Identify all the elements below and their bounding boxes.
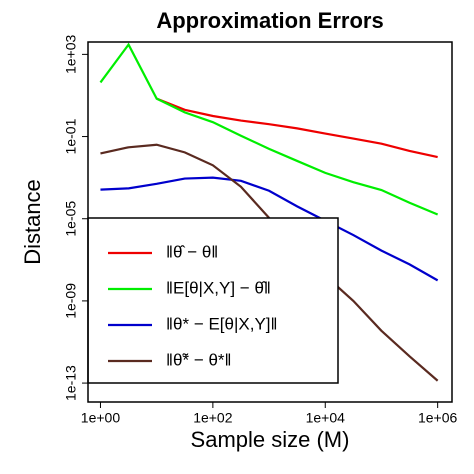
- chart-title: Approximation Errors: [156, 8, 383, 33]
- legend-label: ‖θ* − E[θ|X,Y]‖: [166, 314, 278, 333]
- x-tick-label: 1e+06: [418, 410, 458, 426]
- y-tick-label: 1e-09: [63, 283, 79, 319]
- y-tick-label: 1e-13: [63, 365, 79, 401]
- legend-label: ‖θ̂ − θ‖: [166, 242, 218, 261]
- y-axis-title: Distance: [20, 179, 45, 265]
- x-tick-label: 1e+02: [193, 410, 233, 426]
- x-tick-label: 1e+04: [306, 410, 346, 426]
- series-line: [156, 97, 438, 159]
- series-line: [99, 42, 439, 216]
- legend: ‖θ̂ − θ‖ ‖E[θ|X,Y] − θ̂‖ ‖θ* − E[θ|X,Y]‖ ‖θ…: [87, 217, 339, 384]
- legend-box: [87, 217, 339, 384]
- y-tick-label: 1e+03: [63, 34, 79, 74]
- plot-frame: [87, 41, 453, 403]
- x-axis-title: Sample size (M): [191, 427, 350, 452]
- series-line: [100, 176, 439, 282]
- x-tick-label: 1e+00: [81, 410, 121, 426]
- y-tick-label: 1e-05: [63, 201, 79, 237]
- y-tick-label: 1e-01: [63, 118, 79, 154]
- legend-label: ‖E[θ|X,Y] − θ̂‖: [166, 278, 271, 297]
- legend-label: ‖θ̃* − θ*‖: [166, 350, 232, 369]
